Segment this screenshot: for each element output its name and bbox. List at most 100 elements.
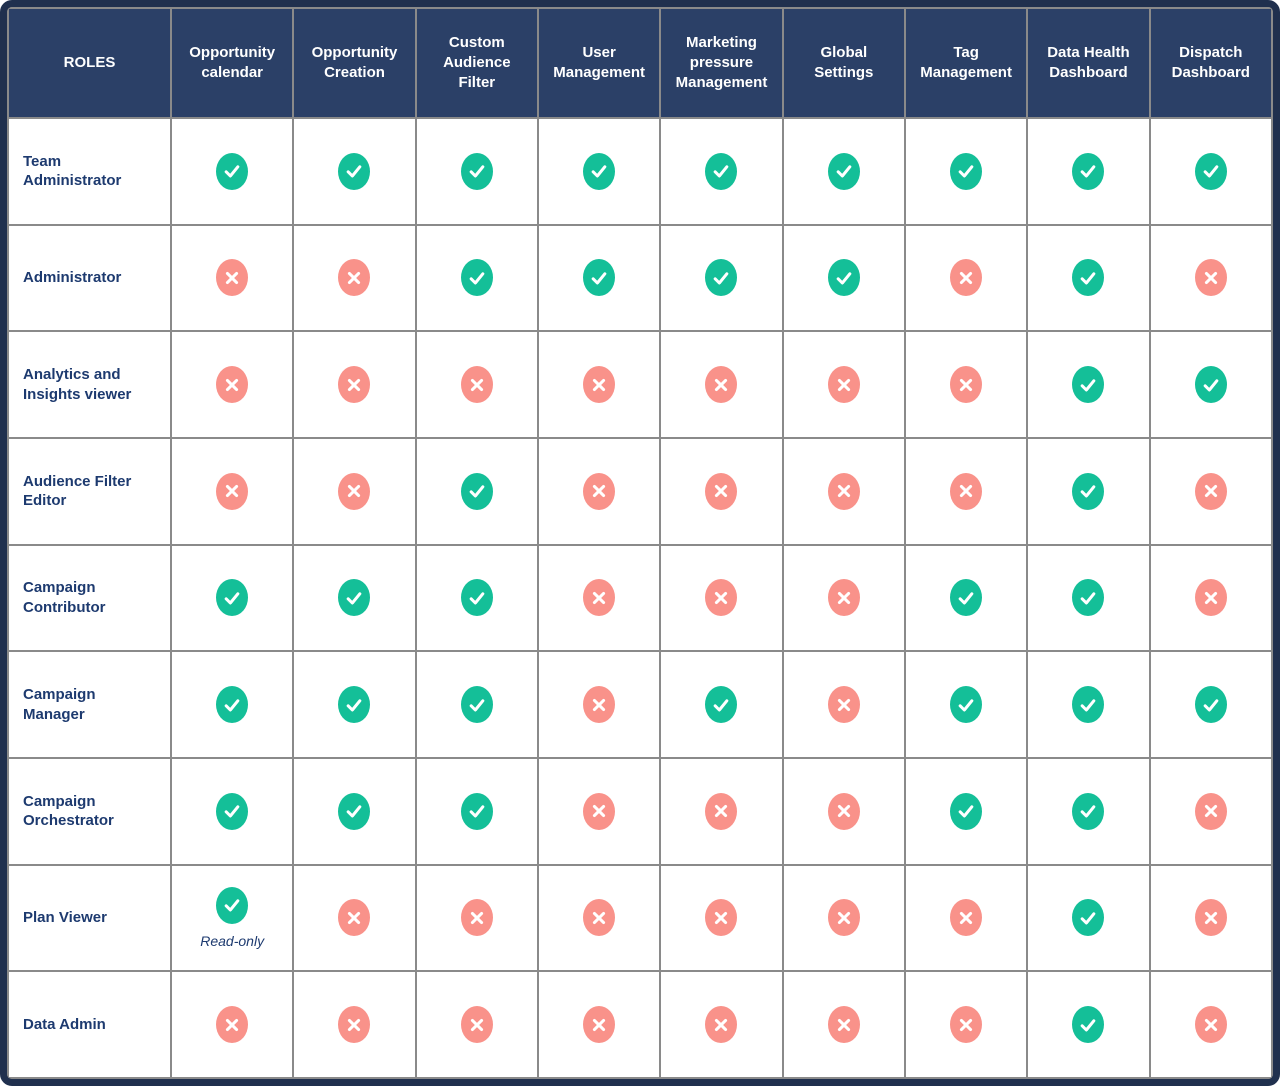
permission-granted-cell: [536, 117, 662, 226]
check-icon: [216, 152, 249, 190]
cross-icon: [705, 579, 738, 617]
role-name: Campaign Orchestrator: [7, 756, 172, 866]
permission-denied-cell: [169, 436, 295, 546]
permission-denied-cell: [903, 330, 1029, 439]
check-icon: [1072, 472, 1105, 510]
check-icon: [1072, 152, 1105, 190]
check-icon: [460, 472, 493, 510]
cross-icon: [950, 1006, 983, 1044]
permission-granted-cell: [292, 756, 417, 866]
permission-denied-cell: [659, 543, 784, 653]
check-icon: [216, 686, 249, 724]
check-icon: [950, 579, 983, 617]
check-icon: [1194, 366, 1227, 404]
permission-denied-cell: [1148, 436, 1273, 546]
permission-denied-cell: [536, 543, 662, 653]
table-row: Data Admin: [7, 970, 1273, 1079]
permission-denied-cell: [536, 650, 662, 759]
cross-icon: [950, 259, 983, 297]
permission-granted-cell: [903, 117, 1029, 226]
permission-granted-cell: [659, 117, 784, 226]
permission-denied-cell: [781, 970, 906, 1079]
cross-icon: [705, 366, 738, 404]
permission-denied-cell: [292, 970, 417, 1079]
permission-denied-cell: [659, 863, 784, 973]
role-name: Analytics and Insights viewer: [7, 330, 172, 439]
feature-column-header: Marketing pressure Management: [659, 7, 784, 119]
cross-icon: [216, 472, 249, 510]
permission-denied-cell: [536, 970, 662, 1079]
permission-denied-cell: [292, 436, 417, 546]
check-icon: [460, 152, 493, 190]
permission-denied-cell: [781, 650, 906, 759]
roles-column-header: ROLES: [7, 7, 172, 119]
table-row: Administrator: [7, 223, 1273, 333]
permission-denied-cell: [169, 330, 295, 439]
permission-denied-cell: [169, 223, 295, 333]
permission-denied-cell: [781, 756, 906, 866]
permission-granted-cell: [169, 756, 295, 866]
role-name: Campaign Contributor: [7, 543, 172, 653]
permission-denied-cell: [659, 436, 784, 546]
check-icon: [950, 152, 983, 190]
permission-granted-cell: [903, 756, 1029, 866]
table-row: Campaign Manager: [7, 650, 1273, 759]
permission-granted-cell: [781, 117, 906, 226]
roles-permissions-table: ROLES Opportunity calendar Opportunity Cr…: [7, 7, 1273, 1079]
permission-denied-cell: [903, 223, 1029, 333]
permission-granted-cell: [1026, 756, 1151, 866]
check-icon: [950, 792, 983, 830]
permission-granted-cell: [1148, 117, 1273, 226]
cross-icon: [1194, 579, 1227, 617]
permission-granted-cell: [169, 117, 295, 226]
check-icon: [216, 792, 249, 830]
check-icon: [1072, 259, 1105, 297]
check-icon: [338, 579, 371, 617]
permission-granted-cell: [169, 543, 295, 653]
permission-granted-cell: [414, 543, 539, 653]
permission-granted-cell: [414, 756, 539, 866]
table-body: Team Administrator Administrator Analytics…: [7, 117, 1273, 1079]
check-icon: [338, 686, 371, 724]
cross-icon: [1194, 472, 1227, 510]
cross-icon: [583, 686, 616, 724]
permission-denied-cell: [292, 330, 417, 439]
permission-denied-cell: [292, 223, 417, 333]
cross-icon: [338, 259, 371, 297]
permission-granted-cell: [781, 223, 906, 333]
cross-icon: [583, 792, 616, 830]
permission-granted-cell: [1148, 330, 1273, 439]
permission-granted-cell: [1148, 650, 1273, 759]
permission-denied-cell: [903, 436, 1029, 546]
check-icon: [950, 686, 983, 724]
cross-icon: [583, 899, 616, 937]
permission-denied-cell: [536, 436, 662, 546]
table-row: Campaign Contributor: [7, 543, 1273, 653]
permission-granted-cell: [903, 650, 1029, 759]
check-icon: [1072, 792, 1105, 830]
permission-granted-cell: [903, 543, 1029, 653]
permission-granted-cell: [1026, 117, 1151, 226]
cross-icon: [583, 472, 616, 510]
table-row: Analytics and Insights viewer: [7, 330, 1273, 439]
permission-granted-cell: [292, 543, 417, 653]
permission-granted-cell: [1026, 436, 1151, 546]
permission-denied-cell: [1148, 863, 1273, 973]
table-row: Plan Viewer Read-only: [7, 863, 1273, 973]
cross-icon: [216, 1006, 249, 1044]
permission-denied-cell: [903, 863, 1029, 973]
permission-granted-cell: [414, 436, 539, 546]
permission-granted-cell: [1026, 650, 1151, 759]
read-only-note: Read-only: [200, 932, 265, 949]
permission-denied-cell: [1148, 543, 1273, 653]
permission-granted-cell: [1026, 970, 1151, 1079]
check-icon: [1072, 1006, 1105, 1044]
table-row: Campaign Orchestrator: [7, 756, 1273, 866]
permission-denied-cell: [536, 330, 662, 439]
cross-icon: [583, 1006, 616, 1044]
feature-column-header: User Management: [536, 7, 662, 119]
table-row: Audience Filter Editor: [7, 436, 1273, 546]
permission-granted-cell: [1026, 863, 1151, 973]
cross-icon: [460, 366, 493, 404]
